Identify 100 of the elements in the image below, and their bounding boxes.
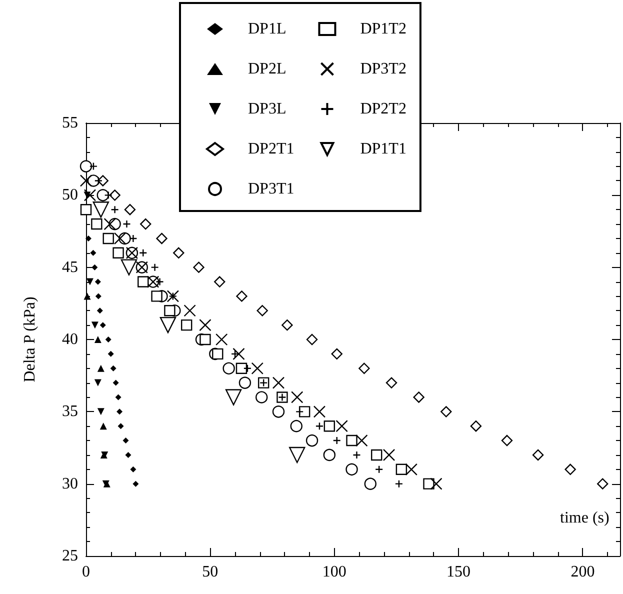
point: [122, 438, 129, 444]
point: [193, 262, 204, 273]
point: [200, 334, 211, 346]
point: [296, 408, 304, 416]
point: [352, 450, 361, 460]
point: [370, 449, 382, 461]
point: [396, 464, 408, 475]
point: [84, 189, 96, 202]
point: [112, 380, 119, 386]
point: [94, 379, 102, 386]
point: [97, 364, 104, 372]
x-tick-label: 50: [202, 564, 218, 580]
point: [323, 448, 336, 462]
point: [104, 218, 116, 230]
point: [180, 319, 192, 331]
point: [236, 290, 248, 302]
point: [92, 264, 98, 270]
x-tick-label: 200: [570, 564, 595, 580]
point: [140, 218, 152, 230]
point: [225, 389, 242, 406]
point: [394, 480, 404, 488]
point: [532, 449, 544, 461]
point: [85, 235, 92, 242]
point: [84, 292, 91, 300]
point: [100, 322, 106, 328]
point: [164, 305, 176, 316]
point: [114, 232, 126, 245]
point: [216, 333, 228, 346]
point: [90, 250, 96, 256]
x-tick-label: 100: [322, 564, 346, 580]
point: [100, 422, 107, 430]
point: [413, 392, 424, 403]
point: [374, 465, 384, 474]
point: [382, 448, 396, 462]
point: [104, 191, 112, 200]
y-tick-label: 50: [62, 186, 78, 204]
y-tick-label: 45: [62, 258, 78, 276]
legend-label: DP1T1: [360, 140, 406, 158]
point: [306, 334, 318, 346]
y-tick-label: 40: [62, 331, 78, 348]
point: [115, 394, 122, 400]
point: [358, 362, 370, 374]
point: [324, 420, 336, 432]
legend-label: DP2T2: [360, 100, 406, 118]
point: [124, 204, 136, 216]
point: [336, 420, 348, 432]
point: [91, 218, 102, 230]
point: [80, 160, 92, 172]
point: [232, 348, 245, 360]
x-tick-label: 150: [446, 564, 471, 580]
point: [129, 234, 138, 243]
point: [110, 206, 119, 214]
x-tick-label: 0: [82, 564, 90, 580]
y-tick-label: 25: [62, 548, 78, 564]
legend-label: DP3L: [248, 100, 286, 118]
point: [356, 434, 368, 447]
point: [110, 365, 116, 372]
point: [331, 348, 342, 360]
y-tick-label: 30: [62, 475, 78, 492]
point: [440, 406, 452, 418]
legend-label: DP3T1: [248, 180, 294, 198]
point: [86, 278, 94, 286]
point: [97, 408, 104, 416]
point: [332, 436, 341, 445]
point: [102, 232, 114, 244]
point: [94, 176, 103, 185]
point: [597, 478, 608, 490]
point: [405, 463, 418, 476]
y-tick-label: 55: [62, 114, 78, 132]
point: [109, 190, 120, 201]
point: [298, 406, 310, 418]
point: [212, 348, 224, 360]
point: [130, 466, 136, 472]
point: [151, 290, 162, 302]
point: [94, 278, 101, 285]
point: [156, 278, 164, 286]
point: [156, 232, 168, 244]
point: [289, 446, 306, 464]
point: [423, 478, 434, 490]
point: [238, 376, 252, 389]
point: [150, 263, 159, 272]
point: [346, 434, 358, 446]
point: [290, 420, 302, 432]
point: [315, 422, 324, 430]
point: [92, 202, 109, 218]
point: [96, 189, 109, 202]
point: [94, 336, 102, 343]
point: [160, 316, 176, 334]
point: [251, 362, 264, 374]
legend-label: DP2T1: [248, 140, 294, 158]
point: [256, 305, 268, 316]
point: [132, 480, 139, 487]
point: [116, 408, 123, 415]
point: [112, 247, 124, 258]
point: [243, 364, 252, 372]
point: [430, 478, 442, 490]
y-axis-title: Delta P (kPa): [22, 296, 38, 382]
point: [89, 162, 98, 170]
point: [236, 362, 248, 374]
point: [125, 452, 132, 458]
